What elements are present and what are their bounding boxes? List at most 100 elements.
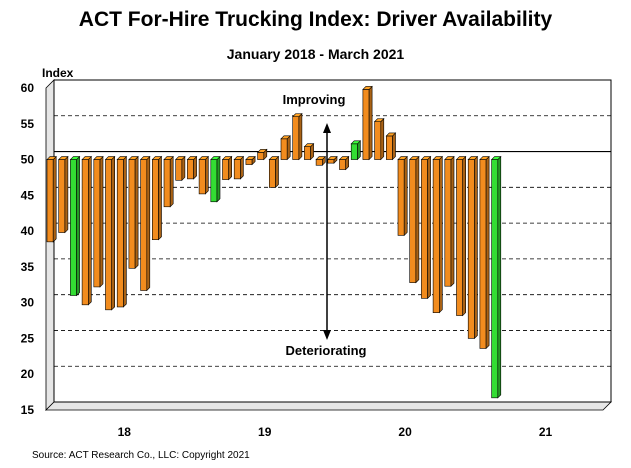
bar-top <box>467 156 479 160</box>
plot-floor <box>45 401 612 411</box>
bar-side <box>462 155 467 317</box>
bar-front <box>397 159 405 236</box>
bar-4 <box>81 155 93 306</box>
source-note: Source: ACT Research Co., LLC: Copyright… <box>32 450 250 461</box>
bar-front <box>222 159 229 180</box>
bar-front <box>339 159 346 170</box>
bar-top <box>210 156 221 160</box>
y-tick-label: 20 <box>21 367 35 381</box>
x-tick-label: 20 <box>398 425 412 439</box>
bar-top <box>291 113 303 117</box>
bar-side <box>403 155 408 237</box>
bar-top <box>420 156 432 160</box>
bar-33 <box>420 155 432 300</box>
bar-front <box>268 159 276 188</box>
bar-front <box>175 159 183 181</box>
bar-front <box>81 159 89 306</box>
bar-19 <box>256 148 268 161</box>
y-tick-label: 60 <box>21 81 35 95</box>
chart-subtitle: January 2018 - March 2021 <box>226 46 405 62</box>
bar-top <box>46 156 57 160</box>
y-tick-label: 45 <box>21 188 35 202</box>
bar-side <box>427 155 431 300</box>
bar-side <box>52 155 57 243</box>
bar-front <box>163 159 171 208</box>
bar-front <box>456 159 463 316</box>
bar-front <box>152 159 159 240</box>
plot-side-wall <box>45 79 55 411</box>
bar-front <box>70 159 77 296</box>
bar-top <box>198 156 210 160</box>
bar-side <box>88 155 92 306</box>
y-tick-label: 25 <box>21 331 35 345</box>
bar-top <box>151 156 163 160</box>
y-tick-label: 55 <box>21 117 35 131</box>
bar-top <box>432 156 444 160</box>
bar-top <box>373 118 385 122</box>
bar-12 <box>174 155 186 182</box>
bar-side <box>392 132 396 161</box>
arrow-down-icon <box>323 330 331 340</box>
bar-34 <box>432 155 444 314</box>
bar-front <box>409 159 417 283</box>
bar-side <box>111 155 115 311</box>
bar-front <box>198 159 206 195</box>
bar-side <box>181 155 186 182</box>
bar-side <box>438 155 443 314</box>
bar-side <box>216 155 221 203</box>
bar-side <box>298 112 303 161</box>
bar-side <box>228 155 232 181</box>
bar-top <box>256 149 268 153</box>
y-axis-label: Index <box>42 66 74 80</box>
bar-front <box>280 138 288 160</box>
y-tick-label: 50 <box>21 153 35 167</box>
bar-front <box>315 159 323 166</box>
bar-side <box>123 155 127 308</box>
bar-front <box>374 121 382 160</box>
bar-30 <box>385 132 397 161</box>
bar-side <box>158 155 162 241</box>
bar-front <box>187 159 194 180</box>
bar-22 <box>291 112 303 161</box>
bar-23 <box>303 142 315 161</box>
bar-side <box>134 155 139 270</box>
bar-2 <box>57 155 69 234</box>
x-tick-label: 18 <box>118 425 132 439</box>
bar-front <box>350 143 358 160</box>
bar-front <box>292 116 300 160</box>
bar-front <box>93 159 101 288</box>
bar-top <box>93 156 104 160</box>
bar-side <box>64 155 69 234</box>
bar-front <box>479 159 487 349</box>
bar-9 <box>139 155 151 292</box>
bar-front <box>140 159 148 291</box>
bar-side <box>286 135 291 161</box>
bar-top <box>268 156 280 160</box>
bar-side <box>474 155 478 340</box>
bar-front <box>105 159 112 311</box>
bar-front <box>444 159 452 287</box>
bar-16 <box>221 155 233 181</box>
bar-top <box>139 156 151 160</box>
bar-side <box>193 155 197 180</box>
bar-front <box>58 159 66 233</box>
arrow-up-icon <box>323 123 331 133</box>
x-tick-label: 21 <box>539 425 553 439</box>
bar-7 <box>116 155 128 308</box>
bar-8 <box>128 155 139 270</box>
chart-title: ACT For-Hire Trucking Index: Driver Avai… <box>78 8 553 31</box>
bar-11 <box>163 155 174 208</box>
bar-front <box>491 159 499 399</box>
bar-side <box>240 155 244 180</box>
bar-side <box>99 155 104 288</box>
bar-26 <box>338 155 350 171</box>
bar-top <box>327 156 338 160</box>
bar-top <box>81 156 93 160</box>
bar-side <box>146 155 151 292</box>
bar-front <box>421 159 428 299</box>
bar-side <box>205 155 209 195</box>
bar-front <box>257 152 265 160</box>
bar-top <box>303 143 315 147</box>
y-tick-label: 35 <box>21 260 35 274</box>
bar-37 <box>467 155 479 340</box>
